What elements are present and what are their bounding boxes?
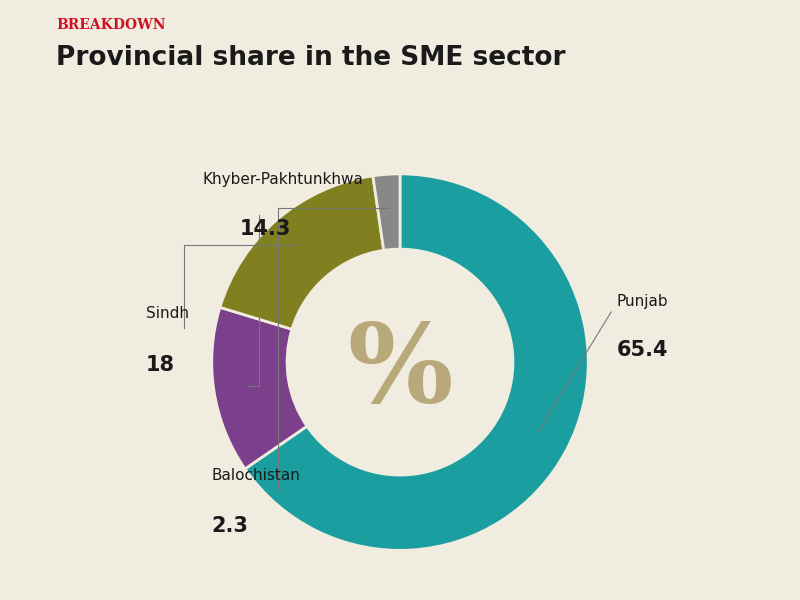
Wedge shape — [373, 174, 400, 250]
Text: 18: 18 — [146, 355, 175, 374]
Text: Provincial share in the SME sector: Provincial share in the SME sector — [56, 45, 566, 71]
Text: %: % — [347, 318, 453, 425]
Text: Punjab: Punjab — [617, 295, 668, 310]
Wedge shape — [212, 307, 307, 469]
Text: 65.4: 65.4 — [617, 340, 668, 359]
Wedge shape — [220, 176, 384, 329]
Text: Sindh: Sindh — [146, 306, 189, 321]
Text: Balochistan: Balochistan — [212, 467, 301, 482]
Text: BREAKDOWN: BREAKDOWN — [56, 18, 166, 32]
Text: 14.3: 14.3 — [240, 219, 291, 239]
Text: Khyber-Pakhtunkhwa: Khyber-Pakhtunkhwa — [202, 172, 363, 187]
Wedge shape — [245, 174, 588, 550]
Text: 2.3: 2.3 — [212, 517, 249, 536]
